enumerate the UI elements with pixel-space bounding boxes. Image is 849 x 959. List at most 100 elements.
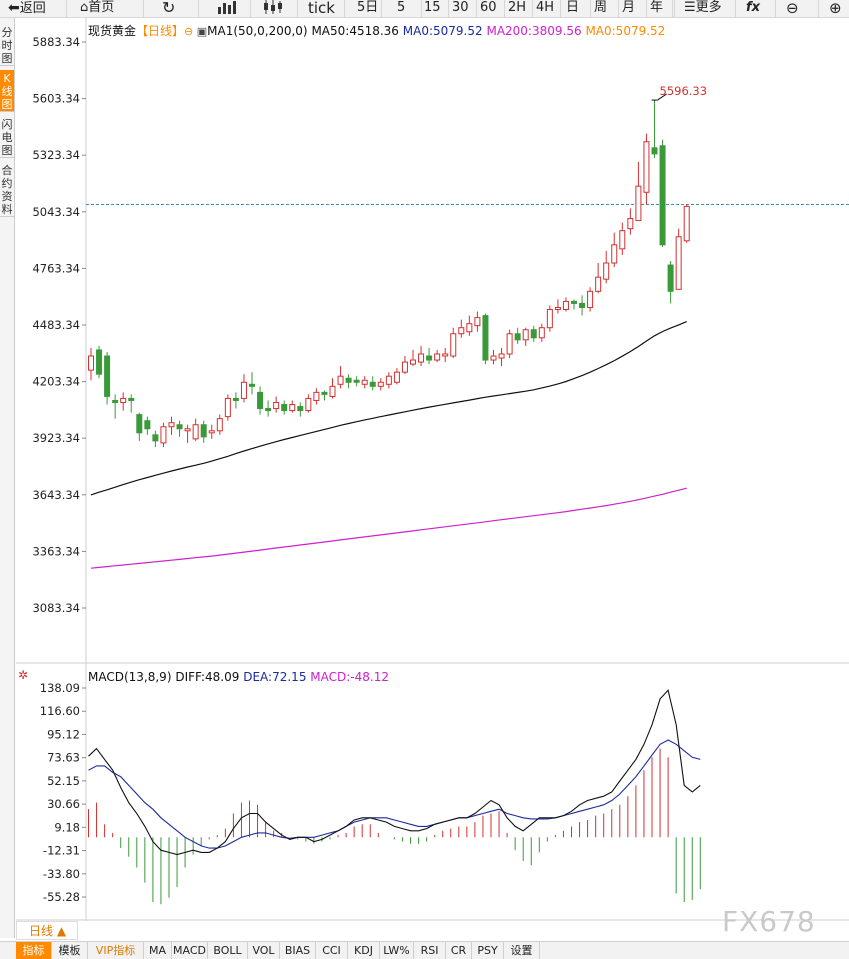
settings-gear-icon[interactable]: ⊖ xyxy=(184,25,197,38)
indicator-tab-3[interactable]: MA xyxy=(144,942,172,959)
candle[interactable] xyxy=(434,349,441,363)
indicator-icon[interactable]: ▣ xyxy=(196,25,208,38)
indicator-tab-10[interactable]: LW% xyxy=(380,942,414,959)
candle[interactable] xyxy=(345,374,352,389)
candle[interactable] xyxy=(506,329,513,359)
candle[interactable] xyxy=(530,325,537,342)
candle[interactable] xyxy=(112,394,119,419)
candle[interactable] xyxy=(160,422,167,447)
period-button-4[interactable]: 60 xyxy=(480,0,497,15)
candle[interactable] xyxy=(289,400,296,413)
candle[interactable] xyxy=(643,133,650,205)
period-button-7[interactable]: 日 xyxy=(566,0,580,15)
candle[interactable] xyxy=(313,388,320,405)
candle[interactable] xyxy=(273,396,280,413)
indicator-tab-11[interactable]: RSI xyxy=(414,942,446,959)
candle[interactable] xyxy=(659,139,666,247)
chart-area[interactable]: 5883.34 5603.34 5323.34 5043.34 4763.34 4483.… xyxy=(16,18,849,921)
candle[interactable] xyxy=(305,394,312,413)
candle[interactable] xyxy=(579,295,586,316)
side-tab-3[interactable]: 合约资料 xyxy=(0,164,14,217)
side-tab-2[interactable]: 闪电图 xyxy=(0,118,14,158)
candle[interactable] xyxy=(474,311,481,332)
tick-button[interactable]: tick xyxy=(308,0,335,17)
period-selector[interactable]: 日线 ▲ xyxy=(16,921,78,940)
candle[interactable] xyxy=(361,376,368,389)
indicator-tab-12[interactable]: CR xyxy=(446,942,472,959)
candle[interactable] xyxy=(120,392,127,411)
candle[interactable] xyxy=(418,345,425,367)
candle[interactable] xyxy=(176,420,183,437)
candle[interactable] xyxy=(482,313,489,365)
candle[interactable] xyxy=(562,297,569,312)
candle[interactable] xyxy=(546,305,553,332)
candle[interactable] xyxy=(192,418,199,441)
candle[interactable] xyxy=(385,372,392,389)
candle[interactable] xyxy=(257,386,264,415)
candle[interactable] xyxy=(249,372,255,395)
more-button[interactable]: ☰更多 xyxy=(684,0,722,15)
candle[interactable] xyxy=(265,400,272,417)
candle[interactable] xyxy=(128,394,135,413)
period-button-10[interactable]: 年 xyxy=(650,0,664,15)
candle[interactable] xyxy=(571,299,577,310)
candle[interactable] xyxy=(587,287,594,312)
candle[interactable] xyxy=(426,347,433,365)
candle[interactable] xyxy=(627,208,634,235)
candle[interactable] xyxy=(538,323,545,342)
candle[interactable] xyxy=(216,414,223,435)
candle[interactable] xyxy=(321,390,328,401)
candle[interactable] xyxy=(498,347,505,367)
side-tab-0[interactable]: 分时图 xyxy=(0,26,14,66)
candle[interactable] xyxy=(611,232,618,268)
period-button-9[interactable]: 月 xyxy=(622,0,636,15)
candle[interactable] xyxy=(667,260,674,304)
indicator-tab-0[interactable]: 指标 xyxy=(16,942,52,959)
candle[interactable] xyxy=(224,394,231,421)
indicator-tab-2[interactable]: VIP指标 xyxy=(88,942,144,959)
indicator-tab-6[interactable]: VOL xyxy=(248,942,280,959)
bar-chart-icon[interactable] xyxy=(216,0,238,18)
candle[interactable] xyxy=(651,100,658,158)
candle[interactable] xyxy=(329,378,336,399)
candle[interactable] xyxy=(168,416,175,435)
indicator-tab-9[interactable]: KDJ xyxy=(348,942,380,959)
candle[interactable] xyxy=(353,376,360,387)
period-button-0[interactable]: 5日 xyxy=(357,0,379,15)
candle[interactable] xyxy=(88,347,94,381)
indicator-tab-8[interactable]: CCI xyxy=(316,942,348,959)
period-button-2[interactable]: 15 xyxy=(424,0,441,15)
candle[interactable] xyxy=(297,402,304,417)
candle[interactable] xyxy=(466,315,473,336)
indicator-tab-14[interactable]: 设置 xyxy=(504,942,540,959)
candle[interactable] xyxy=(619,222,626,255)
candle[interactable] xyxy=(603,250,610,284)
period-button-8[interactable]: 周 xyxy=(594,0,608,15)
candle[interactable] xyxy=(635,161,642,222)
indicator-tab-7[interactable]: BIAS xyxy=(280,942,316,959)
candle[interactable] xyxy=(369,376,376,391)
candle[interactable] xyxy=(393,368,400,385)
candle[interactable] xyxy=(377,378,384,391)
indicator-tab-4[interactable]: MACD xyxy=(172,942,208,959)
candle[interactable] xyxy=(144,416,151,435)
candle[interactable] xyxy=(184,424,191,443)
candle[interactable] xyxy=(240,374,247,403)
candle[interactable] xyxy=(104,351,111,405)
candle[interactable] xyxy=(683,204,690,243)
home-button[interactable]: ⌂首页 xyxy=(80,0,115,15)
back-button[interactable]: ⬅返回 xyxy=(8,0,46,16)
period-button-6[interactable]: 4H xyxy=(536,0,555,15)
candle[interactable] xyxy=(458,319,465,338)
candle[interactable] xyxy=(595,263,602,294)
candle[interactable] xyxy=(450,327,457,359)
candle[interactable] xyxy=(136,412,143,441)
candle[interactable] xyxy=(490,349,497,365)
candle[interactable] xyxy=(401,355,408,375)
period-button-1[interactable]: 5 xyxy=(397,0,406,15)
zoom-in-icon[interactable]: ⊕ xyxy=(829,0,842,17)
candle[interactable] xyxy=(514,327,521,344)
candle[interactable] xyxy=(232,392,239,409)
candle[interactable] xyxy=(152,430,159,447)
period-button-5[interactable]: 2H xyxy=(508,0,527,15)
